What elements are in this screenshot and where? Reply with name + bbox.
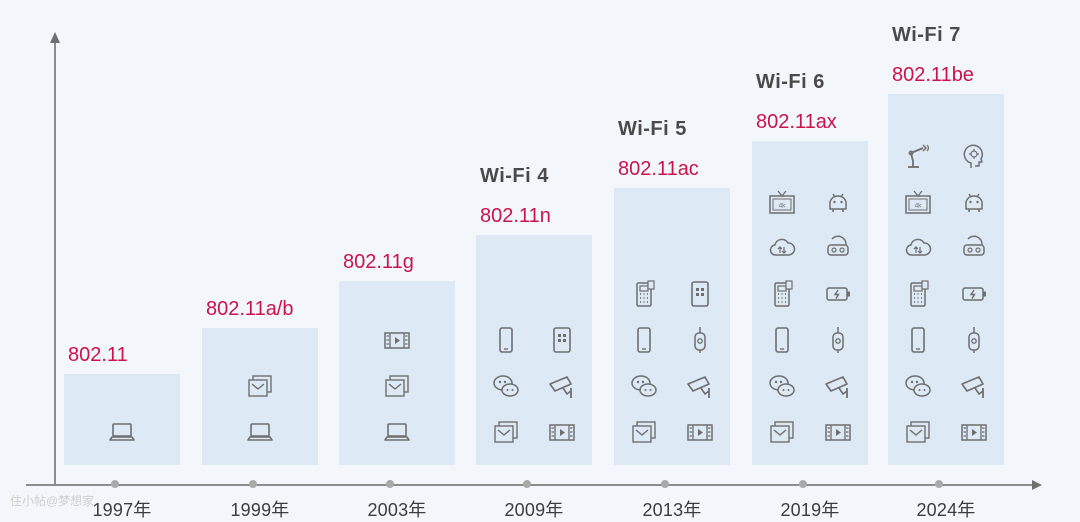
svg-text:4k: 4k [915,203,923,210]
android-icon [959,187,989,217]
security-camera-icon [959,371,989,401]
security-camera-icon [685,371,715,401]
standard-label: 802.11g [343,251,414,273]
video-icon [823,417,853,447]
y-axis-arrow [50,32,60,43]
video-icon [685,417,715,447]
smart-plug-icon [823,325,853,355]
laptop-icon [382,417,412,447]
pos-terminal-icon [767,279,797,309]
pos-terminal-icon [903,279,933,309]
vr-headset-icon [959,233,989,263]
svg-text:4k: 4k [779,203,787,210]
standard-label: 802.11n [480,205,551,227]
standard-label: 802.11be [892,64,974,86]
year-label: 2003年 [367,500,427,520]
wechat-icon [903,371,933,401]
email-icon [491,417,521,447]
axis-tick [386,480,394,488]
wechat-icon [629,371,659,401]
tablet-icon [685,279,715,309]
cloud-icon [903,233,933,263]
video-icon [382,325,412,355]
smart-plug-icon [685,325,715,355]
wifi-generation-label: Wi-Fi 6 [756,71,825,93]
tv-4k-icon: 4k [903,187,933,217]
generation-box [888,94,1004,465]
year-label: 1997年 [92,500,152,520]
smartphone-icon [491,325,521,355]
year-label: 2019年 [780,500,840,520]
pos-terminal-icon [629,279,659,309]
wechat-icon [491,371,521,401]
axis-tick [661,480,669,488]
smart-plug-icon [959,325,989,355]
standard-label: 802.11ax [756,111,837,133]
year-label: 1999年 [230,500,290,520]
smartphone-icon [903,325,933,355]
smartphone-icon [629,325,659,355]
standard-label: 802.11ac [618,158,699,180]
ai-head-icon [959,141,989,171]
year-label: 2024年 [916,500,976,520]
generation-box [614,188,730,465]
wechat-icon [767,371,797,401]
battery-icon [823,279,853,309]
x-axis-arrow [1032,480,1042,490]
generation-box [339,281,455,465]
laptop-icon [245,417,275,447]
laptop-icon [107,417,137,447]
axis-tick [935,480,943,488]
email-icon [767,417,797,447]
cloud-icon [767,233,797,263]
year-label: 2013年 [642,500,702,520]
year-label: 2009年 [504,500,564,520]
tv-4k-icon: 4k [767,187,797,217]
robot-arm-icon [903,141,933,171]
axis-tick [249,480,257,488]
wifi-generation-label: Wi-Fi 4 [480,165,549,187]
wifi-generation-label: Wi-Fi 5 [618,118,687,140]
axis-tick [111,480,119,488]
email-icon [629,417,659,447]
generation-box [64,374,180,465]
battery-icon [959,279,989,309]
wifi-generation-label: Wi-Fi 7 [892,24,961,46]
android-icon [823,187,853,217]
security-camera-icon [823,371,853,401]
standard-label: 802.11 [68,344,128,366]
axis-tick [799,480,807,488]
vr-headset-icon [823,233,853,263]
x-axis [26,484,1036,486]
email-icon [382,371,412,401]
y-axis [54,42,56,486]
watermark: 住小帖@梦想家 [10,494,95,508]
email-icon [245,371,275,401]
smartphone-icon [767,325,797,355]
security-camera-icon [547,371,577,401]
video-icon [547,417,577,447]
email-icon [903,417,933,447]
tablet-icon [547,325,577,355]
axis-tick [523,480,531,488]
generation-box [752,141,868,465]
standard-label: 802.11a/b [206,298,294,320]
video-icon [959,417,989,447]
